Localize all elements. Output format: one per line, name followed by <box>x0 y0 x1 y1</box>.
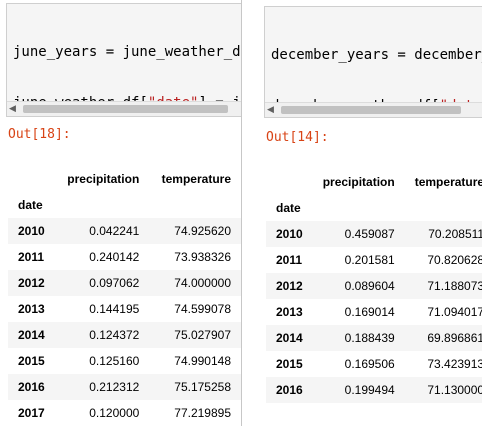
index-header-blank <box>8 166 56 192</box>
scroll-left-icon[interactable]: ◀ <box>267 105 274 115</box>
table-row: 2014 0.124372 75.027907 <box>8 322 241 348</box>
cell-precipitation: 0.212312 <box>89 380 140 394</box>
table-row: 2012 0.097062 74.000000 <box>8 270 241 296</box>
cell-temperature: 74.000000 <box>174 276 231 290</box>
scrollbar-thumb[interactable] <box>281 106 461 114</box>
cell-precipitation: 0.459087 <box>344 227 395 241</box>
column-header: precipitation <box>67 172 140 186</box>
dataframe-table: precipitation temperature date 2010 0.042… <box>8 166 241 426</box>
index-name: date <box>276 201 301 215</box>
cell-temperature: 75.027907 <box>174 328 231 342</box>
row-index: 2017 <box>18 406 45 420</box>
cell-temperature: 73.938326 <box>174 250 231 264</box>
table-row: 2011 0.240142 73.938326 <box>8 244 241 270</box>
cell-precipitation: 0.042241 <box>89 224 140 238</box>
row-index: 2012 <box>18 276 45 290</box>
cell-temperature: 73.423913 <box>427 357 482 371</box>
notebook-pane-december: december_years = december_wea december_w… <box>241 0 482 426</box>
cell-temperature: 71.188073 <box>427 279 482 293</box>
cell-temperature: 74.925620 <box>174 224 231 238</box>
cell-precipitation: 0.125160 <box>89 354 140 368</box>
column-header: precipitation <box>322 175 395 189</box>
cell-precipitation: 0.120000 <box>89 406 140 420</box>
cell-temperature: 77.219895 <box>174 406 231 420</box>
row-index: 2016 <box>276 383 303 397</box>
cell-temperature: 70.208511 <box>428 227 482 241</box>
table-row: 2015 0.169506 73.423913 <box>266 351 482 377</box>
cell-precipitation: 0.169014 <box>344 305 395 319</box>
table-row: 2015 0.125160 74.990148 <box>8 348 241 374</box>
row-index: 2012 <box>276 279 303 293</box>
code-line: december_years = december_wea <box>271 47 482 63</box>
row-index: 2013 <box>18 302 45 316</box>
table-row: 2014 0.188439 69.896861 <box>266 325 482 351</box>
row-index: 2010 <box>18 224 45 238</box>
cell-temperature: 71.130000 <box>427 383 482 397</box>
cell-precipitation: 0.199494 <box>344 383 395 397</box>
cell-temperature: 75.175258 <box>174 380 231 394</box>
index-header-spacer <box>405 195 482 221</box>
row-index: 2011 <box>276 253 303 267</box>
code-line: june_years = june_weather_df[" <box>13 44 241 60</box>
cell-precipitation: 0.188439 <box>344 331 395 345</box>
index-name: date <box>18 198 43 212</box>
row-index: 2016 <box>18 380 45 394</box>
cell-precipitation: 0.169506 <box>344 357 395 371</box>
column-header: temperature <box>161 172 231 186</box>
row-index: 2013 <box>276 305 303 319</box>
dataframe-table: precipitation temperature date 2010 0.459… <box>266 169 482 403</box>
table-row: 2012 0.089604 71.188073 <box>266 273 482 299</box>
row-index: 2015 <box>18 354 45 368</box>
cell-temperature: 74.599078 <box>174 302 231 316</box>
table-row: 2013 0.144195 74.599078 <box>8 296 241 322</box>
cell-precipitation: 0.144195 <box>89 302 140 316</box>
row-index: 2015 <box>276 357 303 371</box>
row-index: 2011 <box>18 250 45 264</box>
index-header-spacer <box>313 195 405 221</box>
cell-temperature: 74.990148 <box>174 354 231 368</box>
scrollbar-thumb[interactable] <box>23 105 228 113</box>
table-row: 2016 0.199494 71.130000 <box>266 377 482 403</box>
table-row: 2010 0.042241 74.925620 <box>8 218 241 244</box>
output-prompt: Out[14]: <box>266 130 329 145</box>
cell-precipitation: 0.124372 <box>89 328 140 342</box>
horizontal-scrollbar[interactable]: ◀ <box>265 102 482 117</box>
table-row: 2017 0.120000 77.219895 <box>8 400 241 426</box>
row-index: 2010 <box>276 227 303 241</box>
cell-precipitation: 0.097062 <box>89 276 140 290</box>
scroll-left-icon[interactable]: ◀ <box>9 104 16 114</box>
cell-temperature: 70.820628 <box>427 253 482 267</box>
index-header-spacer <box>149 192 241 218</box>
cell-temperature: 69.896861 <box>427 331 482 345</box>
notebook-pane-june: june_years = june_weather_df[" june_weat… <box>6 3 241 426</box>
column-header: temperature <box>414 175 482 189</box>
code-cell[interactable]: june_years = june_weather_df[" june_weat… <box>6 3 241 117</box>
code-cell[interactable]: december_years = december_wea december_w… <box>264 6 482 118</box>
row-index: 2014 <box>276 331 303 345</box>
table-row: 2010 0.459087 70.208511 <box>266 221 482 247</box>
table-row: 2011 0.201581 70.820628 <box>266 247 482 273</box>
cell-temperature: 71.094017 <box>427 305 482 319</box>
index-header-spacer <box>56 192 149 218</box>
row-index: 2014 <box>18 328 45 342</box>
cell-precipitation: 0.240142 <box>89 250 140 264</box>
cell-precipitation: 0.089604 <box>344 279 395 293</box>
cell-precipitation: 0.201581 <box>344 253 395 267</box>
table-row: 2016 0.212312 75.175258 <box>8 374 241 400</box>
table-row: 2013 0.169014 71.094017 <box>266 299 482 325</box>
horizontal-scrollbar[interactable]: ◀ <box>7 101 241 116</box>
index-header-blank <box>266 169 313 195</box>
output-prompt: Out[18]: <box>8 127 71 142</box>
